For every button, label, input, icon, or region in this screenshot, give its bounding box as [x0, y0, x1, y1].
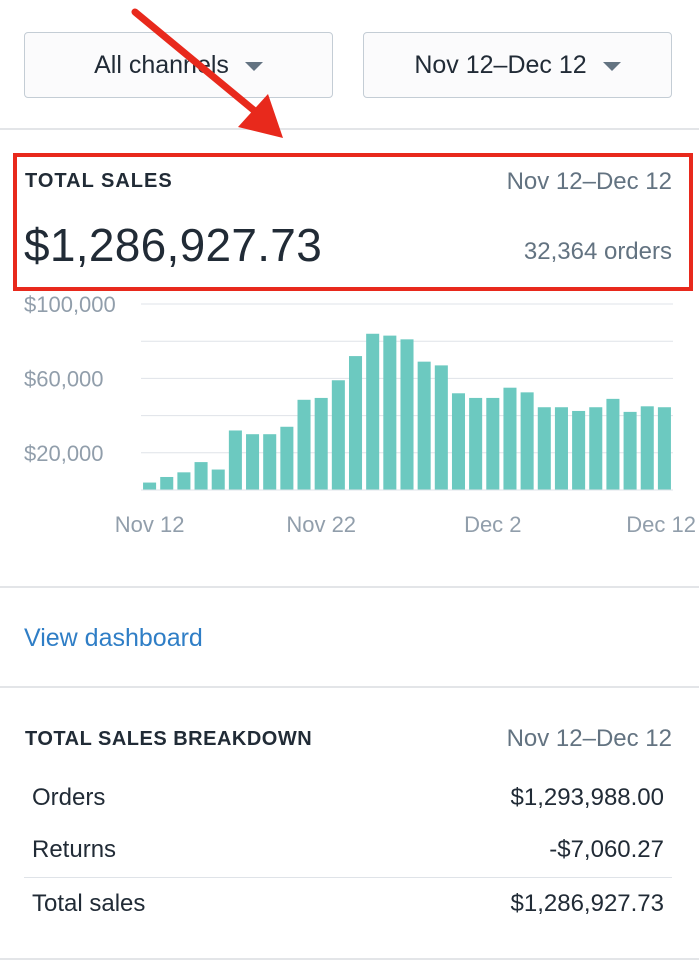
orders-count: 32,364 orders	[523, 238, 672, 265]
chart-bar	[228, 430, 242, 490]
total-sales-breakdown: TOTAL SALES BREAKDOWN Nov 12–Dec 12 Orde…	[0, 690, 699, 960]
y-tick-label: $20,000	[24, 441, 104, 466]
chart-bar	[366, 333, 380, 490]
chart-bar	[520, 392, 534, 490]
chart-bar	[554, 407, 568, 490]
chevron-down-icon	[602, 61, 621, 71]
x-tick-label: Nov 12	[115, 512, 185, 537]
sales-bar-chart: $100,000 $60,000 $20,000 Nov 12 Nov 22 Dec 2 D…	[24, 292, 696, 537]
divider	[0, 958, 699, 960]
chart-bar	[263, 434, 277, 490]
filter-bar: All channels Nov 12–Dec 12	[0, 0, 699, 130]
breakdown-row-label: Total sales	[32, 889, 146, 917]
breakdown-title: TOTAL SALES BREAKDOWN	[25, 728, 313, 750]
total-sales-title: TOTAL SALES	[25, 170, 173, 192]
chart-bar	[657, 407, 671, 490]
x-tick-label: Dec 12	[626, 512, 696, 537]
chart-bar	[486, 397, 500, 490]
y-tick-label: $100,000	[24, 292, 116, 317]
chart-bar	[623, 411, 637, 490]
breakdown-row-total-sales: Total sales $1,286,927.73	[24, 877, 672, 929]
breakdown-date-range: Nov 12–Dec 12	[506, 725, 672, 752]
total-sales-amount: $1,286,927.73	[24, 219, 323, 271]
x-tick-label: Dec 2	[464, 512, 521, 537]
highlight-box	[13, 153, 693, 291]
chart-bar	[640, 406, 654, 490]
chart-bar	[160, 476, 174, 490]
view-dashboard-row: View dashboard	[0, 588, 699, 688]
breakdown-row-value: -$7,060.27	[549, 836, 664, 863]
chevron-down-icon	[244, 61, 263, 71]
chart-bar	[606, 398, 620, 490]
chart-bar	[280, 426, 294, 490]
chart-bar	[297, 399, 311, 490]
chart-bar	[194, 462, 208, 490]
chart-bar	[417, 361, 431, 490]
chart-bar	[589, 407, 603, 490]
channel-dropdown[interactable]: All channels	[24, 32, 333, 98]
breakdown-row-value: $1,286,927.73	[510, 889, 664, 917]
breakdown-row-orders: Orders $1,293,988.00	[24, 772, 672, 824]
y-tick-label: $60,000	[24, 366, 104, 391]
chart-bar	[143, 482, 157, 490]
breakdown-row-label: Orders	[32, 784, 106, 811]
total-sales-date-range: Nov 12–Dec 12	[506, 168, 672, 195]
chart-bar	[434, 365, 448, 490]
view-dashboard-link[interactable]: View dashboard	[24, 624, 203, 652]
channel-dropdown-label: All channels	[94, 50, 229, 79]
x-tick-label: Nov 22	[286, 512, 356, 537]
breakdown-row-value: $1,293,988.00	[510, 784, 664, 811]
chart-bar	[400, 339, 414, 490]
chart-bar	[503, 387, 517, 490]
date-range-dropdown[interactable]: Nov 12–Dec 12	[363, 32, 672, 98]
total-sales-card: TOTAL SALES Nov 12–Dec 12 $1,286,927.73 …	[0, 130, 699, 588]
chart-bar	[572, 410, 586, 490]
breakdown-row-label: Returns	[32, 836, 117, 863]
chart-bar	[211, 469, 225, 490]
chart-bar	[451, 393, 466, 490]
date-range-dropdown-label: Nov 12–Dec 12	[414, 50, 587, 79]
chart-bar	[331, 380, 345, 490]
chart-bar	[177, 472, 191, 490]
chart-bar	[348, 356, 363, 490]
chart-bar	[246, 434, 260, 490]
chart-bar	[469, 397, 483, 490]
chart-bar	[314, 397, 328, 490]
chart-bar	[537, 407, 551, 490]
breakdown-row-returns: Returns -$7,060.27	[24, 824, 672, 876]
chart-bar	[383, 335, 397, 490]
